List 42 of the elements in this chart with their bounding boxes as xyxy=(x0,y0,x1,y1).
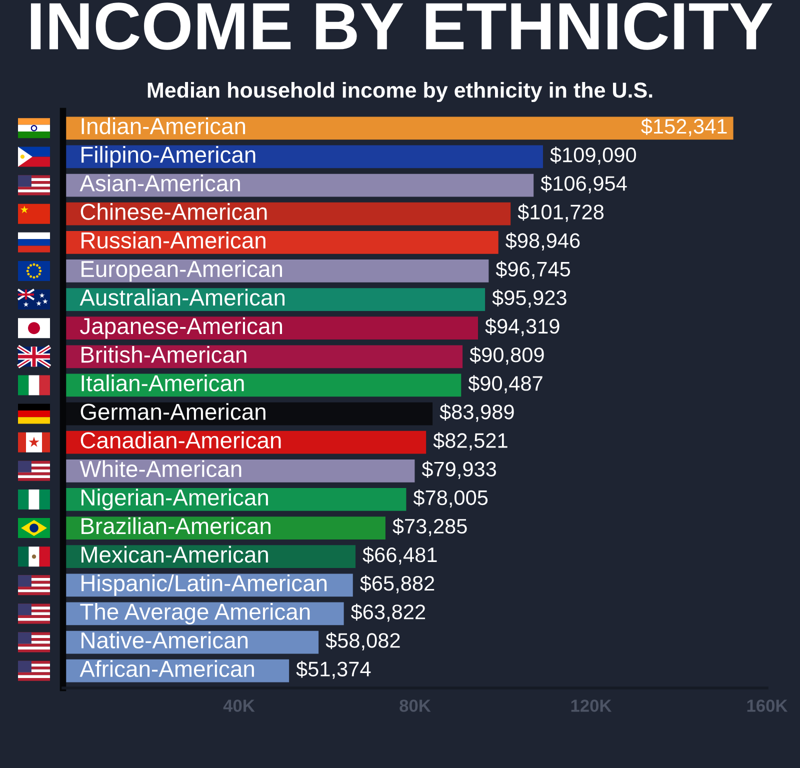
data-label: $109,090 xyxy=(550,146,636,165)
y-tick-label: Hispanic/Latin-American xyxy=(82,574,327,596)
data-label: $66,481 xyxy=(362,546,437,565)
y-tick-label: Indian-American xyxy=(82,117,246,134)
data-label: $63,822 xyxy=(350,604,426,622)
y-tick-label: Brazilian-American xyxy=(82,517,270,534)
y-tick-label: Chinese-American xyxy=(80,203,267,220)
y-tick-label: Native-American xyxy=(82,632,248,648)
y-tick-label: Filipino-American xyxy=(82,146,256,168)
data-label: $65,882 xyxy=(360,575,434,594)
y-tick-label: Russian-American xyxy=(82,232,266,249)
data-label: $96,745 xyxy=(496,260,570,280)
y-tick-label: Japanese-American xyxy=(80,317,282,339)
y-tick-label: White-American xyxy=(80,460,242,478)
data-label: $95,923 xyxy=(492,289,566,308)
y-tick-label: British-American xyxy=(82,346,246,363)
data-label: $83,989 xyxy=(440,404,514,422)
y-tick-label: African-American xyxy=(80,660,254,678)
data-label: $98,946 xyxy=(506,232,580,250)
chart-title: INCOME BY ETHNICITY xyxy=(30,2,772,50)
data-label: $82,521 xyxy=(433,432,508,450)
y-tick-label: European-American xyxy=(82,260,282,282)
data-label: $152,341 xyxy=(641,118,727,136)
data-label: $90,809 xyxy=(470,346,544,365)
data-label: $51,374 xyxy=(296,660,371,679)
data-label: $78,005 xyxy=(413,489,488,508)
data-label: $79,933 xyxy=(422,460,496,479)
data-label: $90,487 xyxy=(468,375,542,394)
y-tick-label: Nigerian-American xyxy=(82,488,268,510)
y-tick-label: Italian-American xyxy=(82,374,244,392)
y-tick-label: Asian-American xyxy=(80,174,240,192)
y-tick-label: The Average American xyxy=(80,603,310,624)
data-label: $73,285 xyxy=(392,518,467,536)
data-label: $101,728 xyxy=(518,204,604,222)
data-label: $106,954 xyxy=(540,175,627,194)
data-label: $94,319 xyxy=(485,318,560,336)
y-tick-label: Mexican-American xyxy=(82,546,268,563)
y-tick-label: German-American xyxy=(80,403,266,420)
y-tick-label: Canadian-American xyxy=(80,432,281,448)
chart-subtitle: Median household income by ethnicity in the U.S. xyxy=(148,82,652,102)
y-tick-label: Australian-American xyxy=(80,288,285,306)
data-label: $58,082 xyxy=(326,632,400,650)
